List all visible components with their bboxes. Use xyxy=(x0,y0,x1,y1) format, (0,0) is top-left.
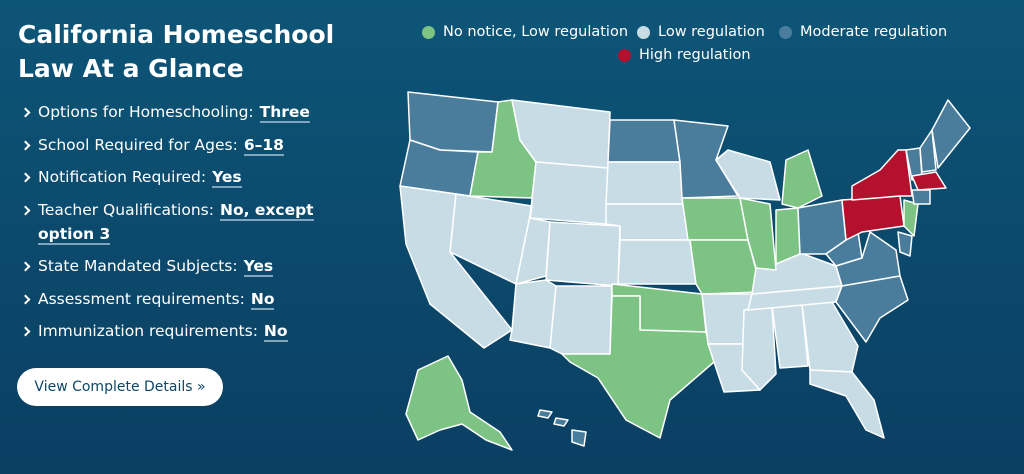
fact-value: 6–18 xyxy=(243,135,284,156)
fact-value: No xyxy=(250,289,275,310)
legend-item: Moderate regulation xyxy=(779,24,947,40)
fact-value: Three xyxy=(259,103,310,123)
legend-item: No notice, Low regulation xyxy=(422,24,628,40)
fact-item: Teacher Qualifications: No, except option… xyxy=(22,198,342,246)
title: California Homeschool Law At a Glance xyxy=(18,20,335,83)
fact-label: Assessment requirements: xyxy=(38,289,245,308)
legend-swatch xyxy=(422,25,435,39)
fact-item: School Required for Ages: 6–18 xyxy=(22,133,342,157)
legend-swatch xyxy=(618,48,631,62)
legend-swatch xyxy=(637,25,650,39)
fact-value: Yes xyxy=(243,257,274,277)
legend-label: High regulation xyxy=(639,47,751,63)
fact-label: Teacher Qualifications: xyxy=(38,200,214,219)
fact-item: State Mandated Subjects: Yes xyxy=(22,254,342,278)
details-button[interactable]: View Complete Details » xyxy=(17,368,223,406)
fact-value: No xyxy=(263,322,288,342)
fact-label: Immunization requirements: xyxy=(38,322,258,340)
facts-list: Options for Homeschooling: Three School Re… xyxy=(22,100,342,352)
legend-item: High regulation xyxy=(618,47,751,63)
fact-label: State Mandated Subjects: xyxy=(38,257,238,275)
legend-label: No notice, Low regulation xyxy=(443,24,629,40)
fact-item: Assessment requirements: No xyxy=(22,287,342,311)
fact-value: No, except option 3 xyxy=(38,200,314,245)
fact-label: Notification Required: xyxy=(38,168,207,186)
fact-label: School Required for Ages: xyxy=(38,135,238,154)
states xyxy=(399,91,971,451)
fact-item: Options for Homeschooling: Three xyxy=(22,100,342,124)
fact-item: Immunization requirements: No xyxy=(22,319,342,343)
fact-item: Notification Required: Yes xyxy=(22,165,342,189)
legend-item: Low regulation xyxy=(637,24,765,40)
legend-swatch xyxy=(779,25,792,39)
fact-label: Options for Homeschooling: xyxy=(38,103,254,121)
legend-label: Moderate regulation xyxy=(800,24,948,40)
legend-label: Low regulation xyxy=(658,24,765,40)
fact-value: Yes xyxy=(212,168,242,188)
